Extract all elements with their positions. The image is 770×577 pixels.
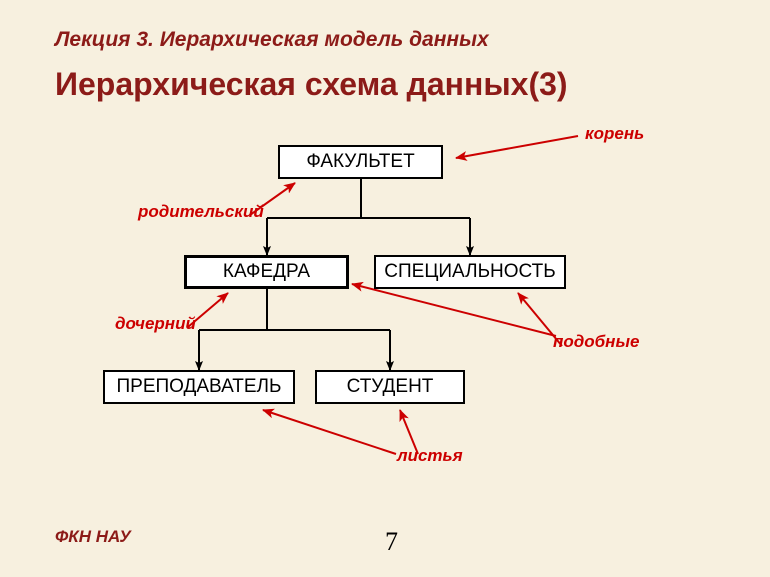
label-root: корень (585, 124, 644, 144)
slide: Лекция 3. Иерархическая модель данных Ие… (0, 0, 770, 577)
node-fac: ФАКУЛЬТЕТ (278, 145, 443, 179)
label-leaves: листья (397, 446, 463, 466)
node-kaf: КАФЕДРА (184, 255, 349, 289)
lecture-subtitle: Лекция 3. Иерархическая модель данных (55, 28, 489, 52)
label-parent: родительский (138, 202, 264, 222)
footer-text: ФКН НАУ (55, 527, 131, 547)
slide-title: Иерархическая схема данных(3) (55, 66, 568, 103)
node-spec: СПЕЦИАЛЬНОСТЬ (374, 255, 566, 289)
node-prep: ПРЕПОДАВАТЕЛЬ (103, 370, 295, 404)
label-child: дочерний (115, 314, 196, 334)
page-number: 7 (385, 527, 398, 557)
label-similar: подобные (553, 332, 639, 352)
node-stud: СТУДЕНТ (315, 370, 465, 404)
